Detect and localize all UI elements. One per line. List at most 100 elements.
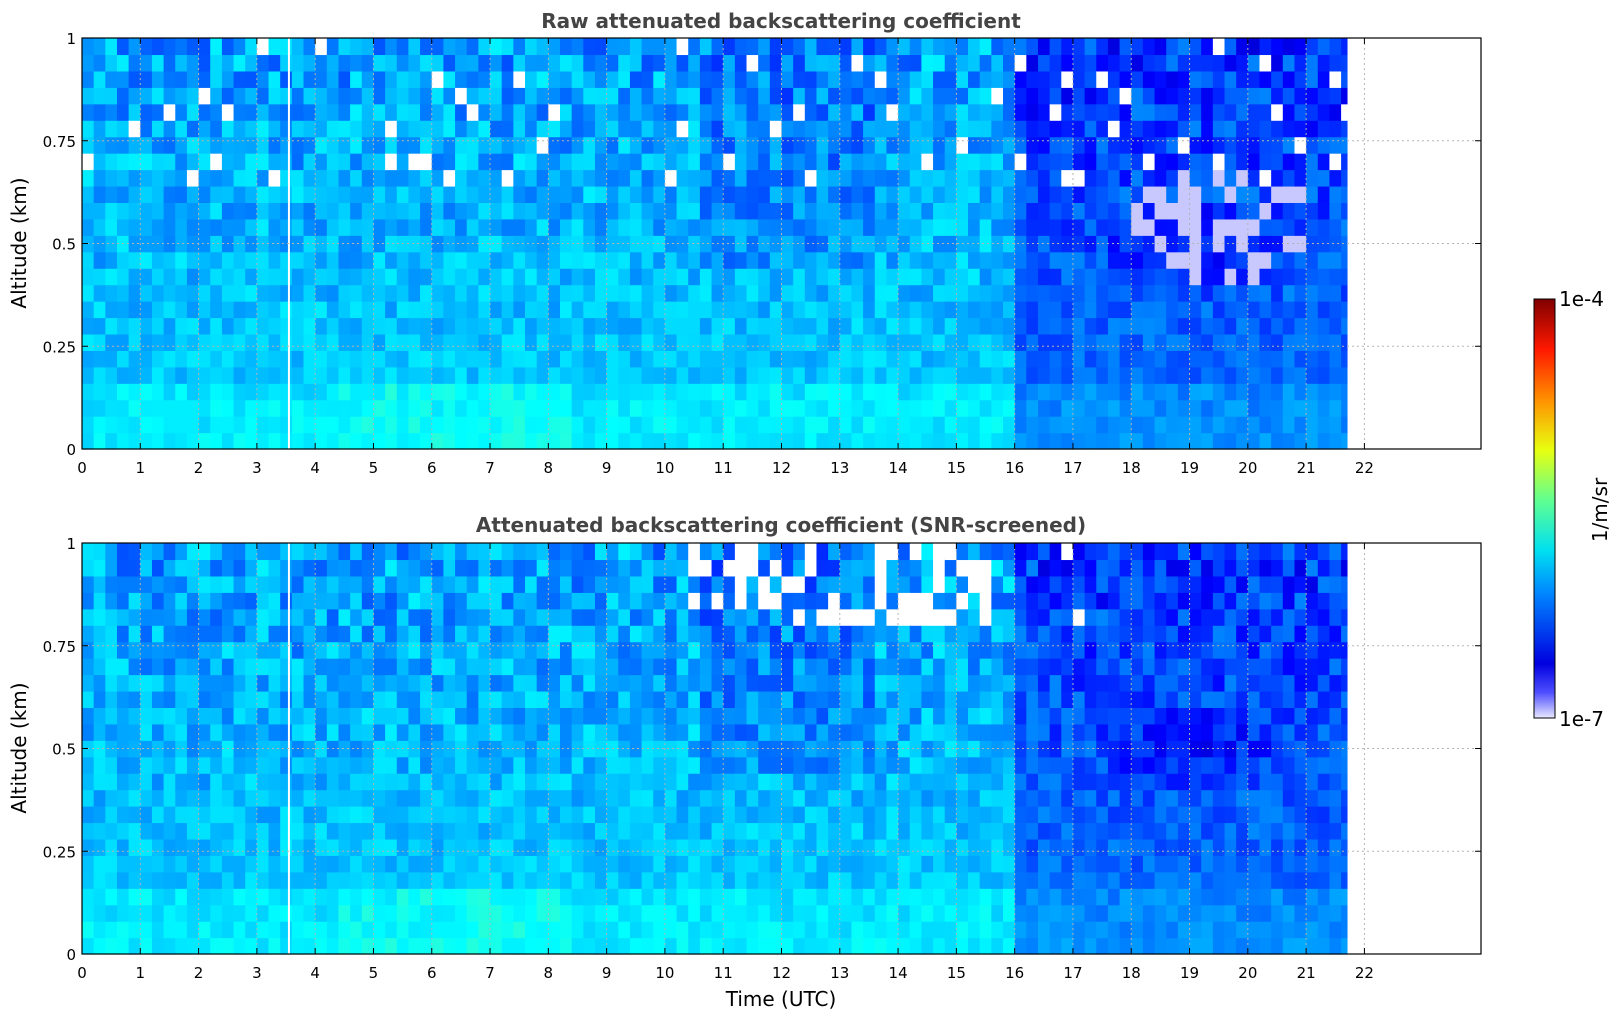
heatmap-cell — [1119, 38, 1132, 56]
heatmap-cell — [688, 350, 701, 368]
heatmap-cell — [781, 921, 794, 939]
heatmap-cell — [1317, 169, 1331, 187]
heatmap-cell — [839, 723, 853, 741]
heatmap-cell — [1026, 756, 1039, 774]
heatmap-cell — [1014, 284, 1027, 302]
heatmap-cell — [1259, 284, 1272, 302]
heatmap-cell — [455, 202, 468, 220]
heatmap-cell — [769, 120, 783, 138]
heatmap-cell — [583, 822, 596, 840]
heatmap-cell — [758, 888, 771, 906]
heatmap-cell — [466, 87, 479, 105]
heatmap-cell — [956, 937, 969, 955]
heatmap-cell — [769, 608, 783, 626]
heatmap-cell — [478, 202, 491, 220]
heatmap-cell — [956, 904, 969, 922]
heatmap-cell — [641, 904, 654, 922]
heatmap-cell — [804, 592, 818, 610]
heatmap-cell — [711, 169, 724, 187]
heatmap-cell — [420, 575, 433, 593]
heatmap-cell — [291, 822, 305, 840]
heatmap-cell — [1142, 235, 1156, 253]
heatmap-cell — [431, 333, 445, 351]
heatmap-cell — [350, 707, 363, 725]
heatmap-cell — [303, 806, 316, 824]
heatmap-cell — [256, 251, 270, 269]
heatmap-cell — [863, 608, 876, 626]
heatmap-cell — [921, 559, 934, 577]
heatmap-cell — [140, 690, 153, 708]
heatmap-cell — [361, 543, 375, 561]
heatmap-cell — [82, 592, 95, 610]
heatmap-cell — [1306, 153, 1319, 171]
heatmap-cell — [898, 54, 911, 72]
heatmap-cell — [198, 625, 211, 643]
heatmap-cell — [559, 317, 573, 335]
heatmap-cell — [606, 70, 619, 88]
heatmap-cell — [594, 153, 608, 171]
heatmap-cell — [303, 625, 316, 643]
heatmap-cell — [874, 38, 888, 56]
heatmap-cell — [338, 416, 351, 434]
heatmap-cell — [268, 317, 281, 335]
heatmap-cell — [909, 625, 922, 643]
heatmap-cell — [280, 921, 293, 939]
heatmap-cell — [1061, 317, 1074, 335]
heatmap-cell — [1119, 317, 1132, 335]
heatmap-cell — [268, 707, 281, 725]
heatmap-cell — [991, 136, 1004, 154]
heatmap-cell — [863, 185, 876, 203]
heatmap-cell — [1061, 38, 1074, 56]
heatmap-cell — [105, 773, 118, 791]
heatmap-cell — [793, 592, 806, 610]
heatmap-cell — [373, 608, 386, 626]
heatmap-cell — [548, 707, 561, 725]
heatmap-cell — [758, 317, 771, 335]
heatmap-cell — [583, 333, 596, 351]
heatmap-cell — [583, 559, 596, 577]
heatmap-cell — [1026, 70, 1039, 88]
heatmap-cell — [105, 822, 118, 840]
heatmap-cell — [385, 658, 398, 676]
heatmap-cell — [828, 284, 841, 302]
heatmap-cell — [769, 251, 783, 269]
heatmap-cell — [82, 251, 95, 269]
heatmap-cell — [373, 789, 386, 807]
heatmap-cell — [373, 937, 386, 955]
heatmap-cell — [734, 366, 748, 384]
heatmap-cell — [571, 658, 584, 676]
heatmap-cell — [1096, 251, 1109, 269]
heatmap-cell — [490, 218, 503, 236]
heatmap-cell — [968, 54, 981, 72]
heatmap-cell — [396, 855, 410, 873]
heatmap-cell — [851, 103, 864, 121]
heatmap-cell — [688, 789, 701, 807]
heatmap-cell — [711, 399, 724, 417]
heatmap-cell — [956, 202, 969, 220]
heatmap-cell — [956, 789, 969, 807]
heatmap-cell — [116, 625, 130, 643]
heatmap-cell — [373, 268, 386, 286]
heatmap-cell — [175, 838, 188, 856]
heatmap-cell — [874, 202, 888, 220]
heatmap-cell — [1061, 251, 1074, 269]
heatmap-cell — [956, 383, 969, 401]
heatmap-cell — [1037, 937, 1051, 955]
heatmap-cell — [466, 333, 479, 351]
heatmap-cell — [466, 38, 479, 56]
heatmap-cell — [116, 838, 130, 856]
heatmap-cell — [1061, 54, 1074, 72]
heatmap-cell — [105, 416, 118, 434]
heatmap-cell — [105, 707, 118, 725]
heatmap-cell — [816, 641, 829, 659]
heatmap-cell — [478, 690, 491, 708]
heatmap-cell — [525, 543, 538, 561]
heatmap-cell — [256, 773, 270, 791]
heatmap-cell — [583, 350, 596, 368]
heatmap-cell — [641, 383, 654, 401]
heatmap-cell — [513, 350, 526, 368]
heatmap-cell — [163, 38, 176, 56]
heatmap-cell — [699, 350, 713, 368]
heatmap-cell — [291, 723, 305, 741]
heatmap-cell — [128, 185, 141, 203]
